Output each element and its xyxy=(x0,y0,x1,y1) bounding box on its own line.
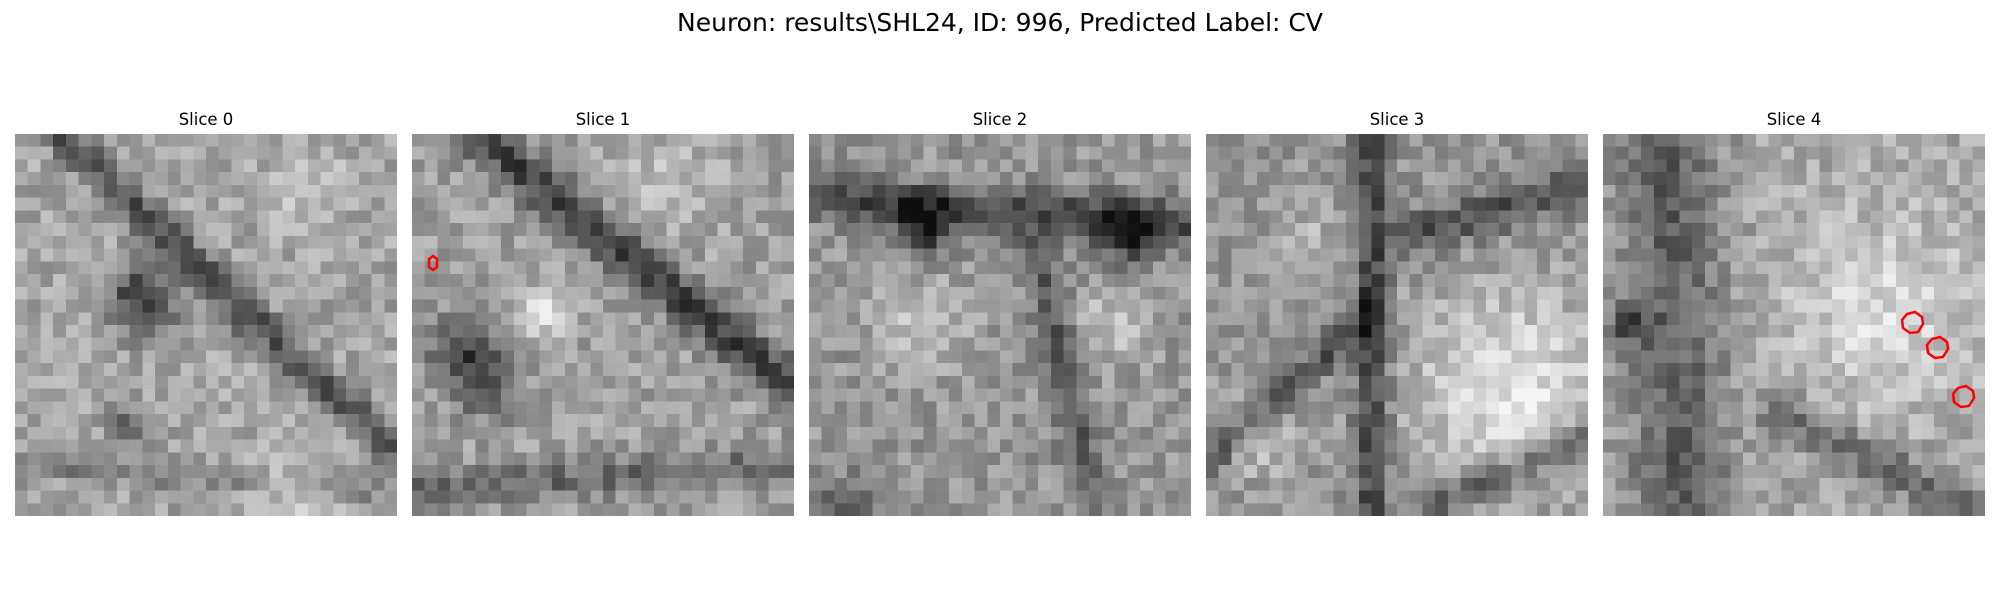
slice-title-1: Slice 1 xyxy=(575,110,631,129)
slice-image-0 xyxy=(15,134,397,516)
figure-title: Neuron: results\SHL24, ID: 996, Predicte… xyxy=(677,8,1323,37)
slice-image-2 xyxy=(809,134,1191,516)
slice-3-grayscale-image xyxy=(1206,134,1588,516)
slice-0-grayscale-image xyxy=(15,134,397,516)
slice-2-grayscale-image xyxy=(809,134,1191,516)
slice-title-0: Slice 0 xyxy=(178,110,234,129)
slice-4-grayscale-image xyxy=(1603,134,1985,516)
slice-title-4: Slice 4 xyxy=(1766,110,1822,129)
slice-panel-4: Slice 4 xyxy=(1603,108,1985,516)
slice-panel-2: Slice 2 xyxy=(809,108,1191,516)
slice-1-grayscale-image xyxy=(412,134,794,516)
slice-image-1 xyxy=(412,134,794,516)
slice-panel-3: Slice 3 xyxy=(1206,108,1588,516)
slice-title-2: Slice 2 xyxy=(972,110,1028,129)
slice-image-4 xyxy=(1603,134,1985,516)
slice-panel-0: Slice 0 xyxy=(15,108,397,516)
slice-panel-1: Slice 1 xyxy=(412,108,794,516)
slice-image-3 xyxy=(1206,134,1588,516)
slice-title-3: Slice 3 xyxy=(1369,110,1425,129)
